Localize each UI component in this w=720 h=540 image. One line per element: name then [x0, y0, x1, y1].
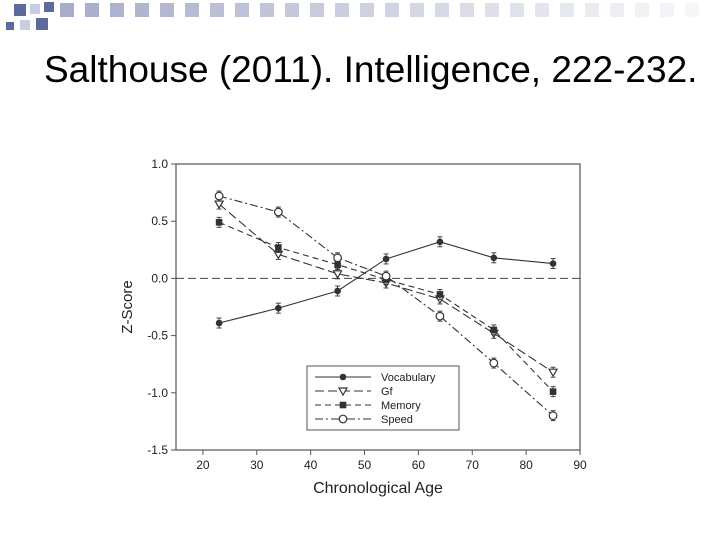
decorative-square: [135, 3, 149, 17]
decorative-square: [60, 3, 74, 17]
data-point-speed: [548, 411, 558, 421]
decorative-square: [510, 3, 524, 17]
decorative-square: [285, 3, 299, 17]
data-point-memory: [334, 261, 341, 268]
decorative-square: [660, 3, 674, 17]
data-point-gf: [332, 270, 343, 280]
decorative-square: [385, 3, 399, 17]
data-point-gf: [548, 368, 559, 378]
plot-frame: [175, 163, 581, 451]
data-point-vocabulary: [490, 254, 498, 262]
decorative-square-band: [6, 2, 699, 30]
decorative-square: [30, 4, 40, 14]
x-tick-label: 50: [358, 458, 372, 472]
decorative-square: [310, 3, 324, 17]
decorative-square: [185, 3, 199, 17]
y-axis-label: Z-Score: [119, 280, 136, 333]
decorative-square: [485, 3, 499, 17]
slide-title: Salthouse (2011). Intelligence, 222-232.: [44, 49, 698, 90]
x-axis-label: Chronological Age: [313, 480, 443, 497]
legend-label-gf: Gf: [381, 386, 394, 398]
decorative-square: [635, 3, 649, 17]
x-tick-label: 20: [196, 458, 210, 472]
decorative-square: [20, 20, 30, 30]
decorative-square: [260, 3, 274, 17]
y-tick-label: -0.5: [147, 329, 168, 343]
data-point-vocabulary: [436, 238, 444, 246]
data-point-memory: [275, 244, 282, 251]
x-tick-label: 60: [412, 458, 426, 472]
data-point-vocabulary: [215, 319, 223, 327]
data-point-memory: [490, 326, 498, 334]
data-point-memory: [436, 291, 444, 298]
decorative-square: [410, 3, 424, 17]
y-tick-label: -1.5: [147, 443, 168, 457]
legend-label-speed: Speed: [381, 414, 413, 426]
y-tick-label: 1.0: [151, 157, 168, 171]
x-tick-label: 80: [519, 458, 533, 472]
decorative-square: [160, 3, 174, 17]
data-point-vocabulary: [549, 260, 557, 267]
decorative-square: [335, 3, 349, 17]
data-point-speed: [333, 253, 343, 263]
data-point-memory: [215, 219, 223, 226]
y-tick-label: -1.0: [147, 386, 168, 400]
legend-marker-memory: [339, 401, 347, 409]
data-point-vocabulary: [382, 255, 390, 263]
legend-marker-speed: [338, 414, 348, 424]
x-tick-label: 30: [250, 458, 264, 472]
legend-label-vocabulary: Vocabulary: [381, 372, 436, 384]
decorative-square: [6, 22, 14, 30]
decorative-square: [44, 2, 54, 12]
decorative-square: [36, 18, 48, 30]
decorative-square: [110, 3, 124, 17]
legend-marker-vocabulary: [339, 373, 347, 381]
legend-label-memory: Memory: [381, 400, 421, 412]
x-tick-label: 90: [573, 458, 587, 472]
data-point-memory: [549, 388, 557, 395]
decorative-square: [535, 3, 549, 17]
data-point-speed: [381, 271, 391, 281]
decorative-square: [585, 3, 599, 17]
data-point-vocabulary: [334, 287, 341, 295]
decorative-square: [210, 3, 224, 17]
decorative-square: [685, 3, 699, 17]
data-point-speed: [214, 191, 224, 201]
y-tick-label: 0.0: [151, 271, 168, 285]
decorative-square: [85, 3, 99, 17]
decorative-square: [14, 4, 26, 16]
decorative-square: [360, 3, 374, 17]
decorative-square: [560, 3, 574, 17]
data-point-speed: [273, 207, 283, 217]
decorative-square: [610, 3, 624, 17]
line-chart: 20 30 40 50 60 70 80 90 1.0 0.5 0.0 -0.5 -1.0 -1.5 Vo…: [110, 150, 600, 510]
x-tick-label: 70: [466, 458, 480, 472]
data-point-speed: [435, 311, 445, 321]
decorative-square: [435, 3, 449, 17]
x-tick-label: 40: [304, 458, 318, 472]
y-tick-label: 0.5: [151, 214, 168, 228]
legend-marker-gf: [337, 387, 349, 397]
data-point-speed: [489, 358, 499, 368]
decorative-square: [460, 3, 474, 17]
decorative-square: [235, 3, 249, 17]
chart-canvas: 20 30 40 50 60 70 80 90 1.0 0.5 0.0 -0.5 -1.0 -1.5 Vo…: [119, 157, 587, 497]
data-point-vocabulary: [275, 304, 282, 312]
